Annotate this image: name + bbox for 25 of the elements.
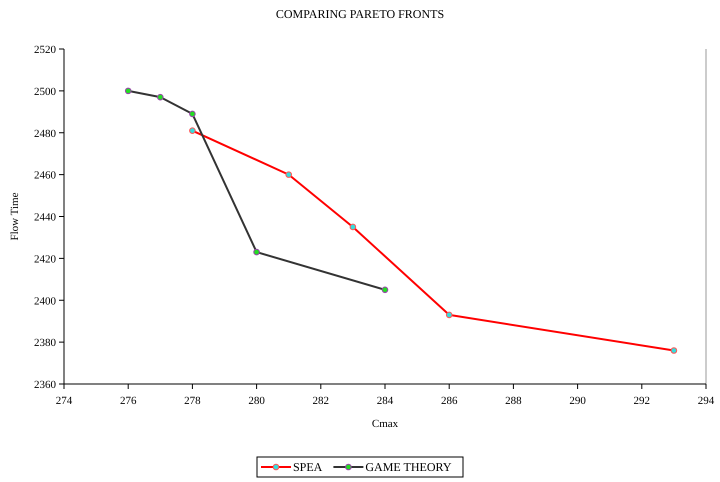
legend-label: GAME THEORY: [365, 460, 452, 474]
x-tick-label: 276: [120, 395, 137, 407]
x-tick-label: 274: [56, 395, 73, 407]
y-tick-label: 2460: [34, 170, 56, 182]
x-tick-label: 290: [569, 395, 586, 407]
y-tick-label: 2360: [34, 379, 56, 391]
y-tick-label: 2420: [34, 253, 56, 266]
y-tick-label: 2440: [34, 212, 56, 224]
x-tick-label: 286: [440, 395, 458, 407]
x-tick-label: 288: [505, 395, 522, 407]
y-tick-label: 2400: [34, 295, 56, 308]
y-tick-label: 2380: [34, 337, 56, 350]
y-tick-label: 2480: [34, 128, 56, 140]
y-tick-label: 2500: [34, 86, 56, 98]
x-axis-title: Cmax: [372, 418, 399, 430]
x-tick-label: 294: [698, 395, 715, 407]
chart-title: COMPARING PARETO FRONTS: [276, 7, 444, 21]
x-tick-label: 292: [634, 395, 650, 407]
y-tick-label: 2520: [34, 44, 56, 56]
legend-label: SPEA: [293, 460, 323, 474]
x-tick-label: 284: [376, 395, 394, 407]
x-tick-label: 278: [184, 395, 202, 407]
x-tick-label: 280: [248, 395, 266, 407]
x-tick-label: 282: [312, 395, 330, 407]
y-axis-title: Flow Time: [9, 192, 21, 240]
